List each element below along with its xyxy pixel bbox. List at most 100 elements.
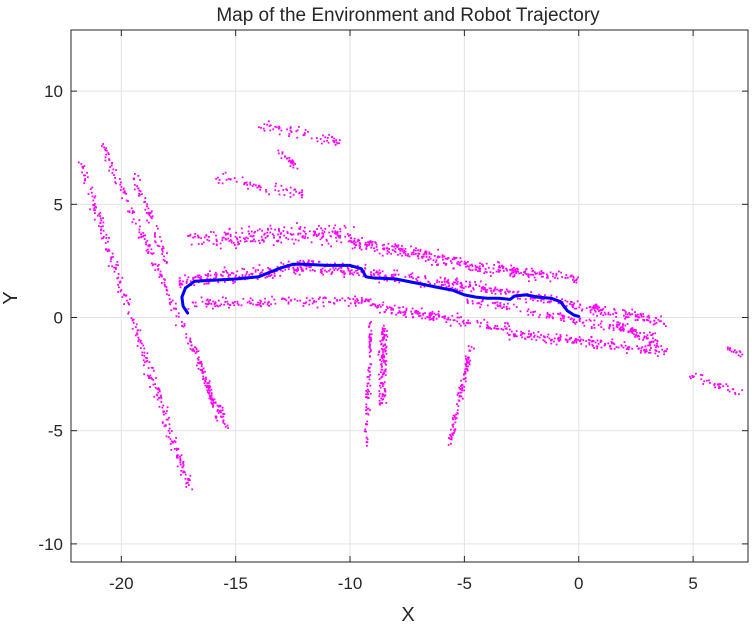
map-point <box>459 324 462 327</box>
map-point <box>471 300 474 302</box>
map-point <box>343 273 346 276</box>
map-point <box>182 461 185 464</box>
map-point <box>230 240 233 243</box>
map-point <box>117 291 120 293</box>
map-point <box>399 311 402 314</box>
map-point <box>369 343 371 346</box>
map-point <box>558 302 560 304</box>
map-point <box>223 266 226 269</box>
map-point <box>120 181 122 184</box>
map-point <box>225 178 228 181</box>
map-point <box>267 266 269 269</box>
map-point <box>241 232 244 234</box>
map-point <box>741 389 744 392</box>
map-point <box>384 362 387 365</box>
map-point <box>162 259 165 261</box>
map-point <box>385 349 387 352</box>
map-point <box>578 336 581 338</box>
map-point <box>141 351 144 354</box>
map-point <box>373 250 376 252</box>
map-point <box>232 282 235 285</box>
map-point <box>276 265 279 268</box>
map-point <box>385 247 388 250</box>
map-point <box>99 211 102 214</box>
map-point <box>333 269 336 271</box>
map-point <box>235 274 237 277</box>
map-point <box>447 316 450 319</box>
map-point <box>189 339 192 342</box>
map-point <box>436 281 438 284</box>
map-point <box>354 299 357 302</box>
map-point <box>303 132 306 134</box>
map-point <box>167 429 170 432</box>
map-point <box>728 347 731 350</box>
map-point <box>223 303 225 306</box>
map-point <box>600 311 603 314</box>
map-point <box>636 335 639 338</box>
map-point <box>94 212 96 214</box>
map-point <box>146 212 148 214</box>
map-point <box>381 254 384 257</box>
map-point <box>285 236 287 239</box>
map-point <box>555 274 558 277</box>
map-point <box>244 238 246 240</box>
map-point <box>263 129 266 132</box>
map-point <box>718 383 720 385</box>
map-point <box>233 177 236 179</box>
map-point <box>339 235 342 237</box>
map-point <box>159 274 162 277</box>
map-point <box>480 303 483 306</box>
map-point <box>245 240 248 242</box>
map-point <box>496 328 499 330</box>
map-point <box>422 255 425 258</box>
map-point <box>326 137 329 139</box>
map-point <box>302 229 305 232</box>
map-point <box>386 305 388 308</box>
map-point <box>365 247 368 249</box>
map-point <box>411 313 413 315</box>
map-point <box>243 237 245 240</box>
axes-frame <box>70 29 749 563</box>
map-point <box>219 411 222 414</box>
map-point <box>510 264 513 267</box>
map-point <box>555 272 558 275</box>
map-point <box>149 216 152 218</box>
map-point <box>341 262 344 265</box>
map-point <box>385 339 388 341</box>
map-point <box>528 280 530 283</box>
map-point <box>102 237 105 239</box>
map-point <box>548 313 550 316</box>
map-point <box>738 350 741 353</box>
map-point <box>193 350 196 352</box>
map-point <box>319 296 321 299</box>
map-point <box>347 305 350 307</box>
map-point <box>456 262 459 265</box>
map-point <box>633 333 635 336</box>
map-point <box>574 279 576 282</box>
map-point <box>626 347 629 349</box>
map-point <box>452 319 455 322</box>
map-point <box>158 388 161 391</box>
map-point <box>463 389 465 392</box>
map-point <box>258 126 260 128</box>
map-point <box>336 299 339 301</box>
map-point <box>542 301 545 304</box>
map-point <box>279 274 282 277</box>
map-point <box>99 222 102 224</box>
map-point <box>156 244 159 247</box>
map-point <box>139 339 142 342</box>
map-point <box>496 288 498 291</box>
map-point <box>184 473 187 476</box>
map-point <box>296 299 299 302</box>
map-point <box>346 267 349 269</box>
map-point <box>375 243 378 246</box>
map-point <box>284 298 286 300</box>
map-point <box>494 307 497 310</box>
map-point <box>312 234 315 237</box>
map-point <box>629 328 632 331</box>
map-point <box>540 270 543 272</box>
map-point <box>157 268 159 271</box>
map-point <box>553 337 556 340</box>
map-point <box>289 129 292 132</box>
